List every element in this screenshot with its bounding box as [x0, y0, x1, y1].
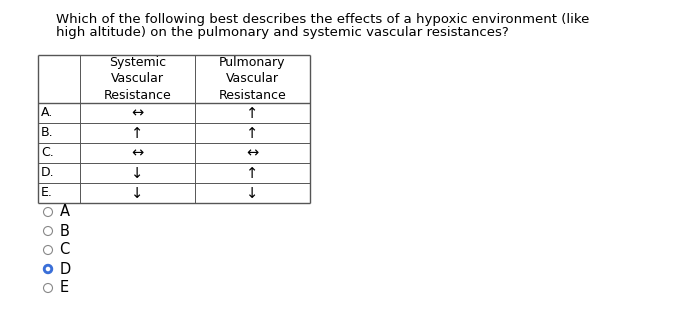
Text: ↑: ↑	[246, 126, 258, 141]
Text: E.: E.	[41, 186, 53, 199]
Circle shape	[46, 267, 50, 271]
Text: ↔: ↔	[132, 106, 144, 121]
Text: C: C	[60, 243, 70, 258]
Text: ↔: ↔	[132, 146, 144, 161]
Circle shape	[43, 226, 52, 236]
Text: ↑: ↑	[246, 165, 258, 181]
Text: Systemic
Vascular
Resistance: Systemic Vascular Resistance	[104, 56, 172, 102]
Text: ↓: ↓	[132, 185, 144, 201]
Text: high altitude) on the pulmonary and systemic vascular resistances?: high altitude) on the pulmonary and syst…	[56, 26, 509, 39]
Text: A: A	[60, 204, 69, 219]
Text: B: B	[60, 224, 69, 238]
Circle shape	[43, 208, 52, 217]
Text: Pulmonary
Vascular
Resistance: Pulmonary Vascular Resistance	[218, 56, 286, 102]
Circle shape	[43, 284, 52, 293]
Text: ↓: ↓	[132, 165, 144, 181]
Text: ↓: ↓	[246, 185, 258, 201]
Circle shape	[43, 245, 52, 254]
Text: E: E	[60, 280, 69, 295]
Text: D: D	[60, 261, 71, 276]
Text: ↔: ↔	[246, 146, 258, 161]
Text: B.: B.	[41, 127, 54, 140]
Text: Which of the following best describes the effects of a hypoxic environment (like: Which of the following best describes th…	[56, 13, 589, 26]
Text: ↑: ↑	[246, 106, 258, 121]
Text: ↑: ↑	[132, 126, 144, 141]
Text: D.: D.	[41, 167, 55, 179]
Text: A.: A.	[41, 107, 53, 120]
Text: C.: C.	[41, 147, 54, 160]
Circle shape	[43, 265, 52, 273]
